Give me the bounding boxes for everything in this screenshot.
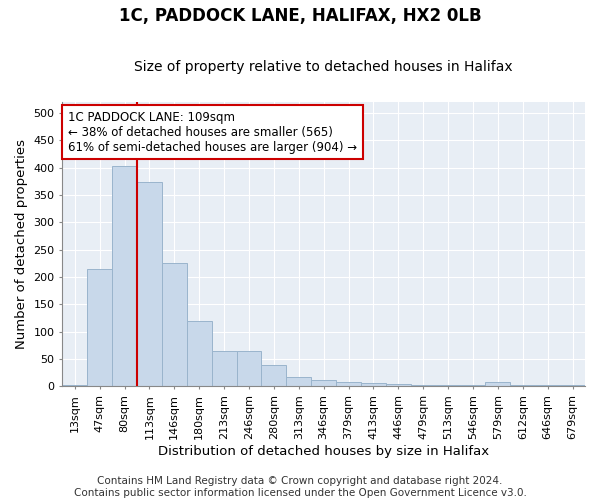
Bar [62,385,87,386]
Bar [286,377,311,386]
Bar [461,385,485,386]
X-axis label: Distribution of detached houses by size in Halifax: Distribution of detached houses by size … [158,444,489,458]
Bar [87,268,112,386]
Bar [336,382,361,386]
Bar [187,321,212,386]
Text: 1C PADDOCK LANE: 109sqm
← 38% of detached houses are smaller (565)
61% of semi-d: 1C PADDOCK LANE: 109sqm ← 38% of detache… [68,110,356,154]
Bar [311,380,336,386]
Bar [535,385,560,386]
Bar [560,385,585,386]
Bar [511,385,535,386]
Bar [137,182,162,386]
Bar [162,262,187,386]
Text: 1C, PADDOCK LANE, HALIFAX, HX2 0LB: 1C, PADDOCK LANE, HALIFAX, HX2 0LB [119,8,481,26]
Bar [411,385,436,386]
Bar [386,384,411,386]
Bar [436,385,461,386]
Y-axis label: Number of detached properties: Number of detached properties [15,139,28,349]
Text: Contains HM Land Registry data © Crown copyright and database right 2024.
Contai: Contains HM Land Registry data © Crown c… [74,476,526,498]
Bar [361,384,386,386]
Bar [262,366,286,386]
Bar [112,166,137,386]
Bar [212,350,236,386]
Title: Size of property relative to detached houses in Halifax: Size of property relative to detached ho… [134,60,513,74]
Bar [485,382,511,386]
Bar [236,350,262,386]
